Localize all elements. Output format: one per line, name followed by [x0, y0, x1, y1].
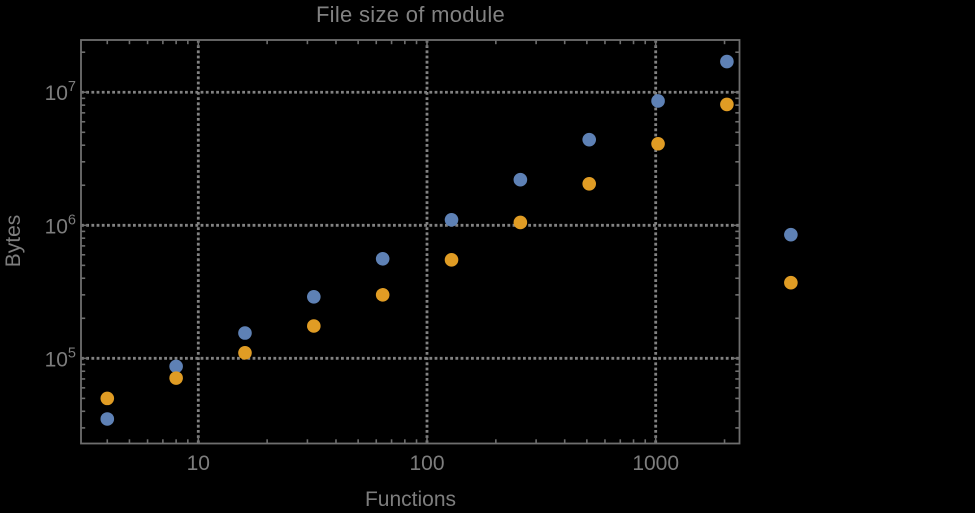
y-tick-label: 106	[45, 212, 76, 238]
data-point	[784, 275, 798, 290]
data-point	[784, 227, 798, 242]
data-point	[444, 253, 459, 267]
data-point	[651, 94, 665, 108]
y-tick-labels: 105 106 107	[45, 79, 76, 371]
data-point	[169, 371, 183, 385]
data-point	[100, 412, 115, 426]
series-2-orange-points	[100, 97, 798, 406]
data-point	[307, 290, 321, 304]
data-point	[582, 177, 597, 191]
x-tick-label: 10	[187, 452, 210, 475]
data-point	[238, 326, 252, 340]
series-1-blue-points	[100, 54, 798, 426]
data-point	[100, 391, 115, 406]
gridlines	[81, 40, 740, 444]
y-axis-label: Bytes	[2, 214, 25, 268]
x-tick-label: 100	[409, 452, 444, 475]
data-point	[169, 359, 183, 374]
x-tick-labels: 10 100 1000	[187, 452, 679, 475]
chart-title: File size of module	[315, 2, 506, 27]
data-point	[375, 251, 390, 266]
x-tick-label: 1000	[632, 452, 679, 475]
data-point	[375, 288, 390, 302]
data-point	[513, 172, 528, 187]
data-point	[238, 346, 252, 360]
x-axis-label: Functions	[364, 488, 457, 511]
data-point	[720, 54, 734, 69]
data-point	[582, 132, 597, 147]
data-point	[651, 136, 665, 151]
data-point	[307, 319, 321, 333]
tick-marks	[81, 40, 740, 444]
y-tick-label: 107	[45, 79, 76, 105]
y-tick-label: 105	[45, 345, 76, 371]
plot-frame	[80, 39, 741, 445]
data-point	[444, 212, 459, 227]
data-point	[720, 97, 734, 112]
data-point	[513, 215, 528, 230]
